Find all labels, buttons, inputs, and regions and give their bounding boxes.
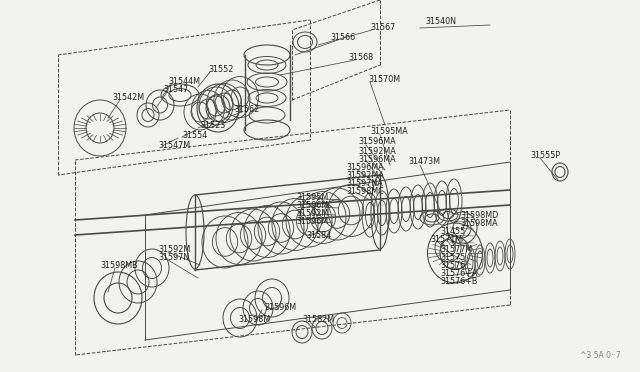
Text: 31568: 31568 xyxy=(348,54,373,62)
Text: 31562: 31562 xyxy=(234,106,259,115)
Text: 31523: 31523 xyxy=(200,122,225,131)
Text: 31596MA: 31596MA xyxy=(358,154,396,164)
Text: 31575: 31575 xyxy=(440,253,465,263)
Text: 31598M: 31598M xyxy=(238,315,270,324)
Text: 31554: 31554 xyxy=(182,131,207,141)
Text: 31597NA: 31597NA xyxy=(346,179,383,187)
Text: 31552: 31552 xyxy=(208,65,234,74)
Text: 31582M: 31582M xyxy=(302,315,334,324)
Text: 31597N: 31597N xyxy=(158,253,189,263)
Text: 31544M: 31544M xyxy=(168,77,200,86)
Text: 31542M: 31542M xyxy=(112,93,144,103)
Text: 31473M: 31473M xyxy=(408,157,440,167)
Text: 31592M: 31592M xyxy=(158,246,190,254)
Text: 31555P: 31555P xyxy=(530,151,560,160)
Text: 31596M: 31596M xyxy=(264,304,296,312)
Text: 31598MD: 31598MD xyxy=(460,211,499,219)
Text: 31571M: 31571M xyxy=(430,235,462,244)
Text: 31596MA: 31596MA xyxy=(346,163,383,171)
Text: 31596M: 31596M xyxy=(296,201,328,209)
Text: 31577M: 31577M xyxy=(440,246,472,254)
Text: 31576+A: 31576+A xyxy=(440,269,477,279)
Text: 31592MA: 31592MA xyxy=(358,147,396,155)
Text: 31598MB: 31598MB xyxy=(100,262,138,270)
Text: 31595MA: 31595MA xyxy=(370,128,408,137)
Text: 31592M: 31592M xyxy=(296,208,328,218)
Text: 31567: 31567 xyxy=(370,23,396,32)
Text: 31595M: 31595M xyxy=(296,192,328,202)
Text: 31596MA: 31596MA xyxy=(358,138,396,147)
Text: 31547: 31547 xyxy=(163,86,188,94)
Text: 31576: 31576 xyxy=(440,262,465,270)
Text: 31547M: 31547M xyxy=(158,141,190,150)
Text: 31596M: 31596M xyxy=(296,217,328,225)
Text: 31540N: 31540N xyxy=(425,17,456,26)
Text: 31592MA: 31592MA xyxy=(346,170,384,180)
Text: 31598MC: 31598MC xyxy=(346,186,384,196)
Text: 31566: 31566 xyxy=(330,33,355,42)
Text: 31598MA: 31598MA xyxy=(460,219,498,228)
Text: 31584: 31584 xyxy=(306,231,331,240)
Text: ^3 5A 0··7: ^3 5A 0··7 xyxy=(580,350,621,359)
Text: 31455: 31455 xyxy=(440,227,465,235)
Text: 31576+B: 31576+B xyxy=(440,278,477,286)
Text: 31570M: 31570M xyxy=(368,76,400,84)
